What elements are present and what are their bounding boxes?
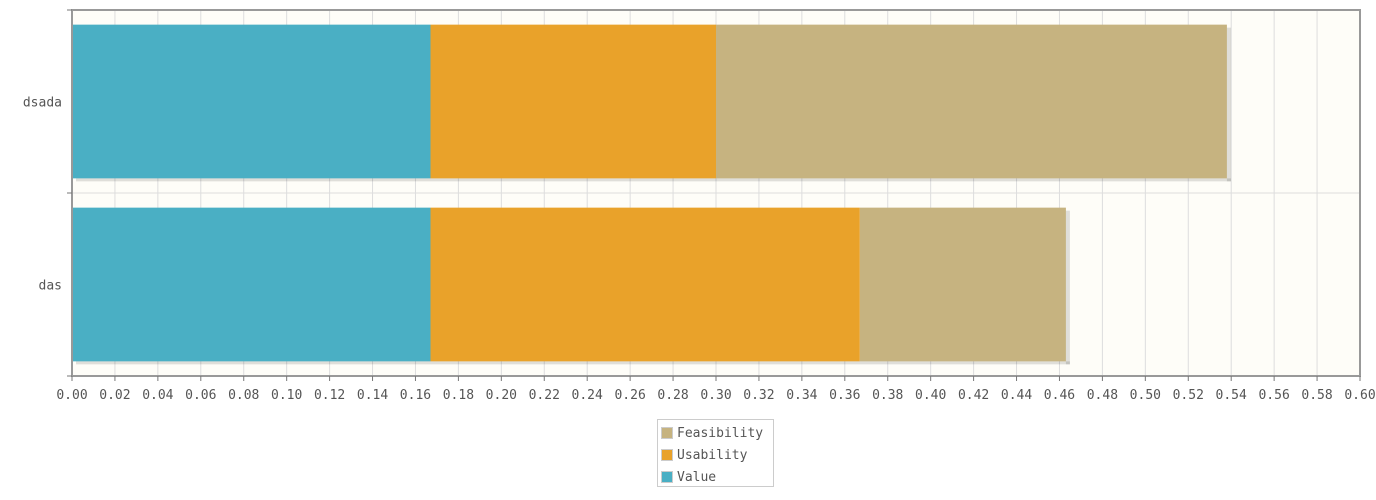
- x-tick-label: 0.44: [1001, 388, 1032, 403]
- bar-segment-value-dsada: [72, 24, 431, 179]
- x-tick-label: 0.10: [271, 388, 302, 403]
- x-tick-label: 0.40: [915, 388, 946, 403]
- x-tick-label: 0.32: [743, 388, 774, 403]
- legend-item-value[interactable]: Value: [661, 466, 773, 488]
- legend: Feasibility Usability Value: [657, 419, 774, 487]
- x-tick-label: 0.34: [786, 388, 817, 403]
- x-tick-label: 0.02: [99, 388, 130, 403]
- x-tick-label: 0.20: [486, 388, 517, 403]
- y-category-label: dsada: [23, 96, 62, 111]
- x-tick-label: 0.54: [1216, 388, 1247, 403]
- x-tick-label: 0.04: [142, 388, 173, 403]
- legend-label-value: Value: [677, 469, 717, 485]
- x-tick-label: 0.52: [1173, 388, 1204, 403]
- x-tick-label: 0.60: [1344, 388, 1375, 403]
- bar-segment-feasibility-das: [859, 207, 1066, 362]
- x-tick-label: 0.58: [1301, 388, 1332, 403]
- bar-segment-feasibility-dsada: [716, 24, 1227, 179]
- bar-segment-usability-dsada: [430, 24, 716, 179]
- x-tick-label: 0.30: [700, 388, 731, 403]
- x-tick-label: 0.12: [314, 388, 345, 403]
- bar-shadow-bottom: [76, 361, 1070, 365]
- legend-label-usability: Usability: [677, 447, 748, 463]
- x-tick-label: 0.06: [185, 388, 216, 403]
- x-tick-label: 0.14: [357, 388, 388, 403]
- legend-item-feasibility[interactable]: Feasibility: [661, 422, 773, 444]
- x-tick-label: 0.24: [572, 388, 603, 403]
- bar-segment-usability-das: [430, 207, 860, 362]
- x-tick-label: 0.38: [872, 388, 903, 403]
- x-tick-label: 0.28: [657, 388, 688, 403]
- bar-shadow-bottom: [76, 178, 1231, 182]
- x-tick-label: 0.08: [228, 388, 259, 403]
- y-category-label: das: [39, 279, 62, 294]
- x-tick-label: 0.00: [56, 388, 87, 403]
- x-tick-label: 0.26: [614, 388, 645, 403]
- x-tick-label: 0.56: [1258, 388, 1289, 403]
- x-tick-label: 0.22: [529, 388, 560, 403]
- x-tick-label: 0.50: [1130, 388, 1161, 403]
- x-tick-label: 0.48: [1087, 388, 1118, 403]
- legend-swatch-feasibility: [661, 427, 673, 439]
- bar-shadow-right: [1065, 210, 1070, 365]
- legend-item-usability[interactable]: Usability: [661, 444, 773, 466]
- x-tick-label: 0.42: [958, 388, 989, 403]
- bars: [72, 24, 1231, 365]
- legend-swatch-value: [661, 471, 673, 483]
- x-tick-label: 0.46: [1044, 388, 1075, 403]
- axes: 0.00 0.02 0.04 0.06 0.08 0.10 0.12 0.14 0.16 0.18…: [23, 9, 1376, 403]
- bar-shadow-right: [1226, 27, 1231, 182]
- legend-swatch-usability: [661, 449, 673, 461]
- x-tick-label: 0.18: [443, 388, 474, 403]
- x-tick-label: 0.36: [829, 388, 860, 403]
- bar-segment-value-das: [72, 207, 431, 362]
- legend-label-feasibility: Feasibility: [677, 425, 764, 441]
- x-tick-label: 0.16: [400, 388, 431, 403]
